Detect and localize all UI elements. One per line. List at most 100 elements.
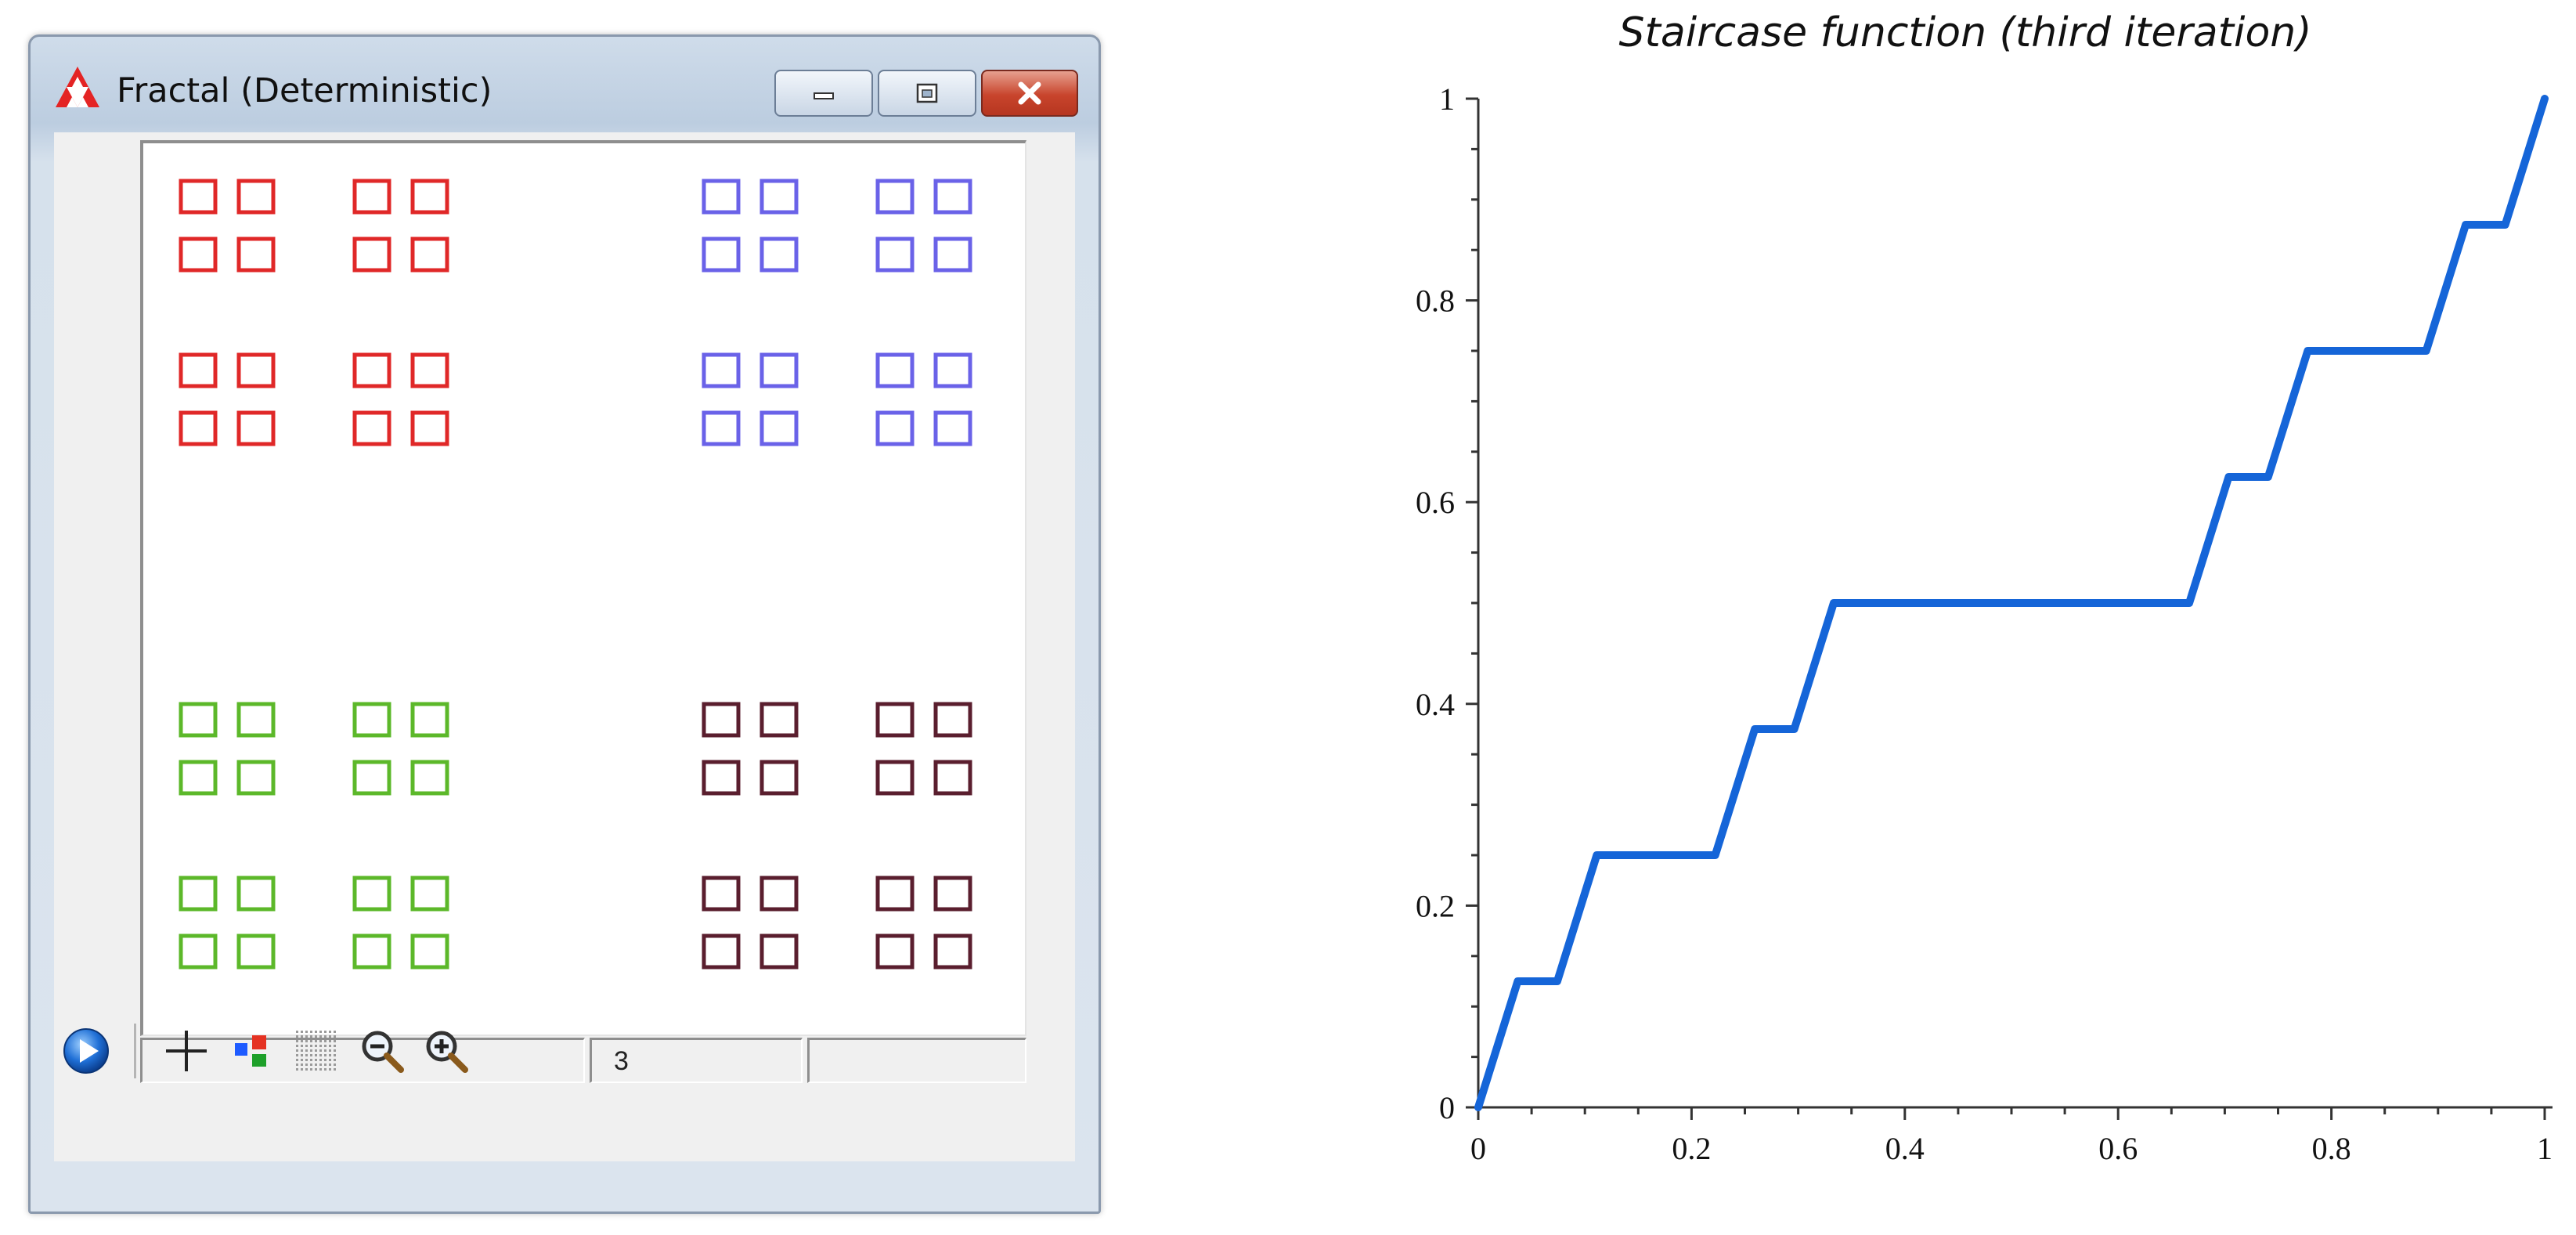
grid-dot <box>296 1059 298 1061</box>
fractal-square <box>875 702 915 738</box>
fractal-square <box>179 702 218 738</box>
grid-dot <box>301 1063 303 1066</box>
grid-dot <box>301 1031 303 1033</box>
fractal-square <box>875 876 915 912</box>
grid-dot <box>296 1040 298 1042</box>
fractal-square <box>236 876 276 912</box>
fractal-square <box>759 760 799 796</box>
grid-dot <box>329 1063 331 1066</box>
grid-dot <box>334 1059 336 1061</box>
fractal-square <box>933 352 972 388</box>
maximize-button[interactable] <box>878 70 976 117</box>
fractal-square <box>352 179 391 215</box>
maximize-icon <box>916 83 938 103</box>
y-tick-label: 0.4 <box>1416 687 1455 722</box>
fractal-square <box>933 237 972 273</box>
toolbar <box>38 1020 1072 1080</box>
grid-dot <box>315 1063 317 1066</box>
y-tick-label: 0 <box>1439 1090 1455 1125</box>
grid-dot <box>301 1040 303 1042</box>
fractal-square <box>236 702 276 738</box>
fractal-square <box>179 352 218 388</box>
grid-dot <box>310 1068 312 1071</box>
grid-dot <box>319 1031 322 1033</box>
grid-dot <box>310 1059 312 1061</box>
fractal-square <box>179 179 218 215</box>
zoom-in-button[interactable] <box>420 1025 472 1077</box>
x-tick-label: 0.8 <box>2312 1131 2351 1166</box>
grid-dot <box>329 1035 331 1038</box>
grid-dot <box>334 1054 336 1056</box>
x-tick-label: 0.2 <box>1672 1131 1711 1166</box>
grid-dot <box>296 1035 298 1038</box>
fractal-square <box>702 352 741 388</box>
grid-dot <box>301 1059 303 1061</box>
fractal-square <box>352 760 391 796</box>
grid-button[interactable] <box>290 1025 342 1077</box>
fractal-square <box>759 179 799 215</box>
close-icon <box>1018 81 1041 105</box>
fractal-square <box>179 876 218 912</box>
grid-dot <box>329 1040 331 1042</box>
fractal-square <box>179 237 218 273</box>
fractal-square <box>352 410 391 446</box>
color-squares-icon <box>235 1035 266 1067</box>
grid-dot <box>324 1045 327 1047</box>
grid-dot <box>301 1035 303 1038</box>
window-title: Fractal (Deterministic) <box>117 71 492 110</box>
grid-dot <box>319 1035 322 1038</box>
grid-dot <box>315 1059 317 1061</box>
grid-dot <box>324 1054 327 1056</box>
grid-dot <box>315 1049 317 1052</box>
fractal-canvas[interactable] <box>140 140 1026 1036</box>
fractal-square <box>933 760 972 796</box>
fractal-square <box>236 179 276 215</box>
y-tick-label: 0.8 <box>1416 283 1455 319</box>
fractal-square <box>759 876 799 912</box>
grid-dot <box>319 1068 322 1071</box>
grid-dot <box>296 1049 298 1052</box>
fractal-square <box>933 410 972 446</box>
fractal-square <box>410 933 449 970</box>
grid-dot <box>301 1068 303 1071</box>
fractal-square <box>875 179 915 215</box>
zoom-in-icon <box>426 1031 468 1073</box>
minimize-icon <box>814 92 834 99</box>
zoom-out-button[interactable] <box>356 1025 408 1077</box>
grid-dot <box>310 1035 312 1038</box>
grid-dot <box>301 1049 303 1052</box>
grid-dot <box>310 1049 312 1052</box>
x-tick-label: 0.6 <box>2098 1131 2138 1166</box>
chart-title: Staircase function (third iteration) <box>1618 9 2312 56</box>
grid-dot <box>329 1045 331 1047</box>
fractal-square <box>933 933 972 970</box>
grid-dot <box>315 1040 317 1042</box>
colors-button[interactable] <box>226 1025 278 1077</box>
fractal-square <box>875 760 915 796</box>
grid-dot <box>329 1049 331 1052</box>
title-bar[interactable]: Fractal (Deterministic) <box>31 37 1099 129</box>
grid-dot <box>334 1045 336 1047</box>
grid-dot <box>305 1031 308 1033</box>
fractal-square <box>702 760 741 796</box>
sierpinski-triangle-icon <box>56 67 99 107</box>
fractal-square <box>933 702 972 738</box>
fractal-square <box>702 410 741 446</box>
fractal-square <box>702 876 741 912</box>
grid-dot <box>305 1068 308 1071</box>
crosshair-icon <box>166 1031 207 1071</box>
grid-dot <box>319 1045 322 1047</box>
grid-dot <box>319 1040 322 1042</box>
grid-dot <box>319 1054 322 1056</box>
crosshair-button[interactable] <box>161 1025 212 1077</box>
grid-dot <box>310 1054 312 1056</box>
x-tick-label: 1 <box>2537 1131 2553 1166</box>
staircase-series-line <box>1474 95 2549 1111</box>
fractal-window: Fractal (Deterministic) 3 <box>28 34 1101 1214</box>
status-cell-iteration: 3 <box>590 1038 803 1083</box>
play-button[interactable] <box>60 1025 112 1077</box>
minimize-button[interactable] <box>774 70 873 117</box>
close-button[interactable] <box>981 70 1078 117</box>
grid-dot <box>301 1054 303 1056</box>
grid-dot <box>296 1068 298 1071</box>
